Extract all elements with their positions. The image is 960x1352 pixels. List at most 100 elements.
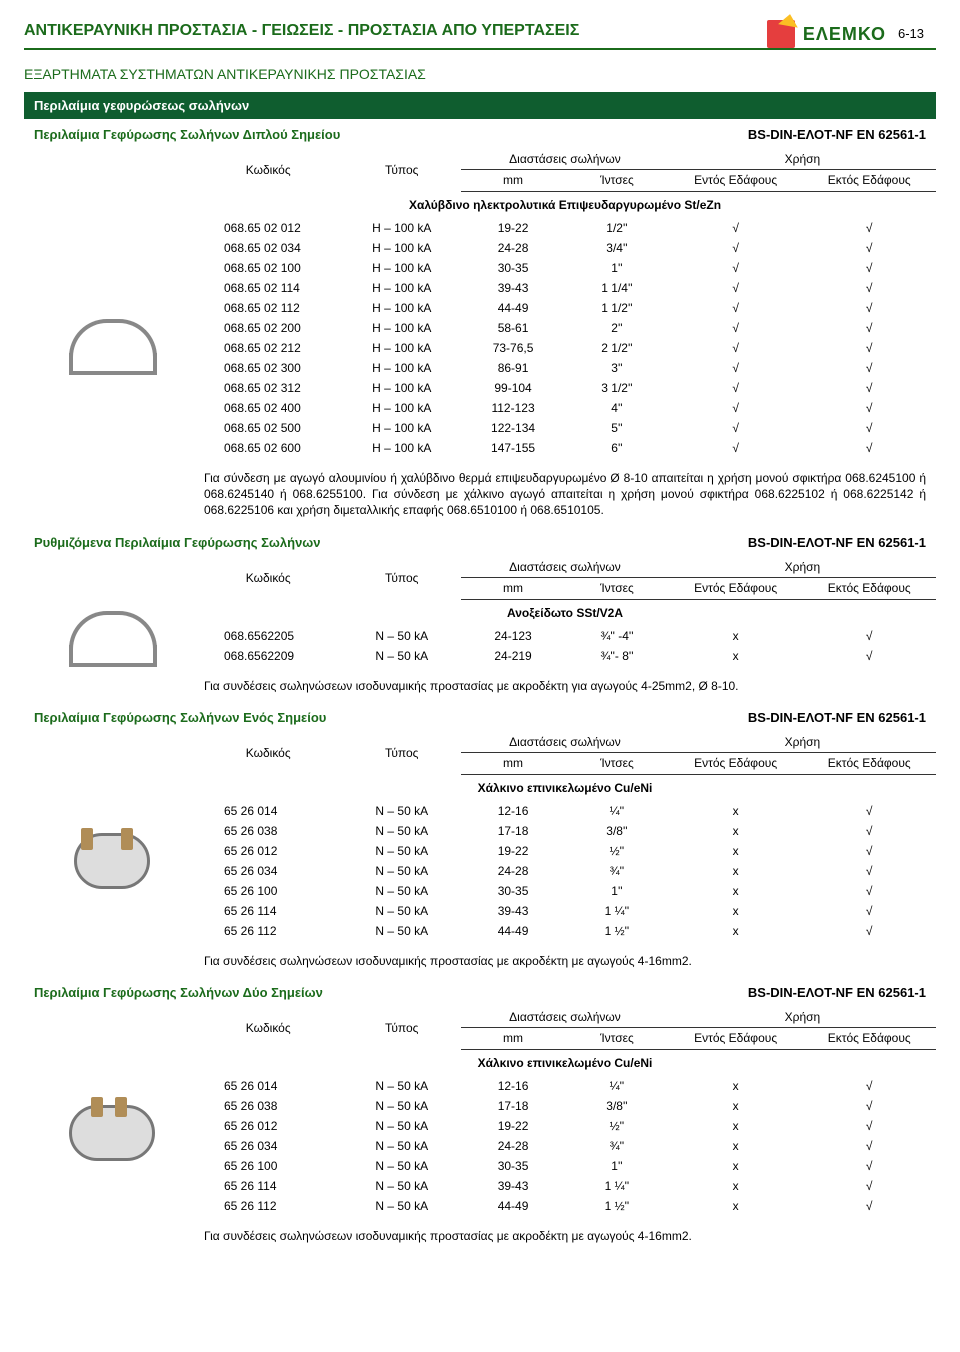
th-outside: Εκτός Εδάφους xyxy=(802,1027,936,1049)
cell-inside: √ xyxy=(669,278,803,298)
cell-mm: 30-35 xyxy=(461,1156,565,1176)
cell-outside: √ xyxy=(802,881,936,901)
thead-group: ΚωδικόςΤύποςΔιαστάσεις σωλήνωνΧρήση xyxy=(194,146,936,170)
table-row: 65 26 114N – 50 kA39-431 ¼''x√ xyxy=(194,1176,936,1196)
table-row: 068.65 02 312H – 100 kA99-1043 1/2''√√ xyxy=(194,378,936,398)
cell-inside: √ xyxy=(669,238,803,258)
thead-group: ΚωδικόςΤύποςΔιαστάσεις σωλήνωνΧρήση xyxy=(194,729,936,753)
cell-outside: √ xyxy=(802,1116,936,1136)
cell-type: H – 100 kA xyxy=(342,218,461,238)
table-row: 068.65 02 600H – 100 kA147-1556''√√ xyxy=(194,438,936,458)
table-wrap: ΚωδικόςΤύποςΔιαστάσεις σωλήνωνΧρήσηmmΊντ… xyxy=(194,554,936,670)
cell-code: 65 26 038 xyxy=(194,1096,342,1116)
cell-mm: 19-22 xyxy=(461,1116,565,1136)
table-row: 068.65 02 200H – 100 kA58-612''√√ xyxy=(194,318,936,338)
cell-outside: √ xyxy=(802,258,936,278)
cell-inches: 1 ½'' xyxy=(565,1196,669,1216)
product-thumb xyxy=(24,729,194,977)
cell-inches: 3'' xyxy=(565,358,669,378)
clamp-icon xyxy=(49,808,169,898)
cell-mm: 17-18 xyxy=(461,821,565,841)
cell-outside: √ xyxy=(802,438,936,458)
table-row: 068.65 02 114H – 100 kA39-431 1/4''√√ xyxy=(194,278,936,298)
header-left: ΑΝΤΙΚΕΡΑΥΝΙΚΗ ΠΡΟΣΤΑΣΙΑ - ΓΕΙΩΣΕΙΣ - ΠΡΟ… xyxy=(24,12,767,46)
table-row: 068.65 02 100H – 100 kA30-351''√√ xyxy=(194,258,936,278)
section-title: Περιλαίμια Γεφύρωσης Σωλήνων Διπλού Σημε… xyxy=(34,127,340,142)
standard-code: BS-DIN-ΕΛΟΤ-NF EN 62561-1 xyxy=(748,985,926,1000)
cell-mm: 24-28 xyxy=(461,861,565,881)
section-note: Για συνδέσεις σωληνώσεων ισοδυναμικής πρ… xyxy=(194,1220,936,1252)
sections-container: Περιλαίμια Γεφύρωσης Σωλήνων Διπλού Σημε… xyxy=(24,119,936,1252)
cell-outside: √ xyxy=(802,338,936,358)
cell-outside: √ xyxy=(802,298,936,318)
section-header-row: Περιλαίμια Γεφύρωσης Σωλήνων Ενός Σημείο… xyxy=(24,702,936,729)
cell-inches: 2 1/2'' xyxy=(565,338,669,358)
cell-inches: 1'' xyxy=(565,1156,669,1176)
spec-table: ΚωδικόςΤύποςΔιαστάσεις σωλήνωνΧρήσηmmΊντ… xyxy=(194,554,936,666)
cell-type: H – 100 kA xyxy=(342,358,461,378)
th-dims: Διαστάσεις σωλήνων xyxy=(461,729,669,753)
cell-code: 068.65 02 100 xyxy=(194,258,342,278)
cell-outside: √ xyxy=(802,1096,936,1116)
th-inches: Ίντσες xyxy=(565,752,669,774)
cell-outside: √ xyxy=(802,901,936,921)
cell-mm: 12-16 xyxy=(461,1076,565,1096)
cell-code: 068.65 02 212 xyxy=(194,338,342,358)
th-code: Κωδικός xyxy=(194,1004,342,1050)
page-subtitle: ΕΞΑΡΤΗΜΑΤΑ ΣΥΣΤΗΜΑΤΩΝ ΑΝΤΙΚΕΡΑΥΝΙΚΗΣ ΠΡΟ… xyxy=(24,60,936,92)
cell-outside: √ xyxy=(802,278,936,298)
th-code: Κωδικός xyxy=(194,554,342,600)
table-wrap: ΚωδικόςΤύποςΔιαστάσεις σωλήνωνΧρήσηmmΊντ… xyxy=(194,1004,936,1220)
cell-code: 068.65 02 400 xyxy=(194,398,342,418)
material-row: Χάλκινο επινικελωμένο Cu/eNi xyxy=(194,1049,936,1076)
cell-mm: 147-155 xyxy=(461,438,565,458)
cell-mm: 44-49 xyxy=(461,298,565,318)
cell-inside: x xyxy=(669,646,803,666)
cell-mm: 44-49 xyxy=(461,1196,565,1216)
cell-mm: 12-16 xyxy=(461,801,565,821)
table-body: 65 26 014N – 50 kA12-16¼''x√65 26 038N –… xyxy=(194,801,936,941)
th-dims: Διαστάσεις σωλήνων xyxy=(461,146,669,170)
table-row: 65 26 038N – 50 kA17-183/8''x√ xyxy=(194,821,936,841)
cell-inches: 1 ½'' xyxy=(565,921,669,941)
cell-mm: 73-76,5 xyxy=(461,338,565,358)
cell-mm: 44-49 xyxy=(461,921,565,941)
cell-inside: √ xyxy=(669,318,803,338)
material-text: Χαλύβδινο ηλεκτρολυτικά Επιψευδαργυρωμέν… xyxy=(194,192,936,219)
cell-mm: 30-35 xyxy=(461,881,565,901)
cell-type: N – 50 kA xyxy=(342,646,461,666)
cell-outside: √ xyxy=(802,861,936,881)
title-rule xyxy=(24,48,936,50)
cell-inches: ¼'' xyxy=(565,801,669,821)
th-inches: Ίντσες xyxy=(565,577,669,599)
cell-type: N – 50 kA xyxy=(342,1136,461,1156)
cell-code: 65 26 112 xyxy=(194,1196,342,1216)
cell-inches: 3/8'' xyxy=(565,1096,669,1116)
section-title: Ρυθμιζόμενα Περιλαίμια Γεφύρωσης Σωλήνων xyxy=(34,535,321,550)
product-thumb xyxy=(24,146,194,527)
cell-inside: √ xyxy=(669,438,803,458)
cell-outside: √ xyxy=(802,1076,936,1096)
cell-inside: x xyxy=(669,821,803,841)
cell-type: N – 50 kA xyxy=(342,881,461,901)
table-row: 068.65 02 500H – 100 kA122-1345''√√ xyxy=(194,418,936,438)
cell-inches: 1'' xyxy=(565,258,669,278)
th-mm: mm xyxy=(461,1027,565,1049)
cell-inside: x xyxy=(669,1196,803,1216)
th-outside: Εκτός Εδάφους xyxy=(802,577,936,599)
cell-type: H – 100 kA xyxy=(342,238,461,258)
cell-code: 65 26 100 xyxy=(194,881,342,901)
material-row: Ανοξείδωτο SSt/V2A xyxy=(194,599,936,626)
table-body: 65 26 014N – 50 kA12-16¼''x√65 26 038N –… xyxy=(194,1076,936,1216)
table-body: 068.6562205N – 50 kA24-123¾'' -4''x√068.… xyxy=(194,626,936,666)
cell-inside: x xyxy=(669,901,803,921)
cell-inside: x xyxy=(669,1136,803,1156)
cell-inches: 6'' xyxy=(565,438,669,458)
spec-table: ΚωδικόςΤύποςΔιαστάσεις σωλήνωνΧρήσηmmΊντ… xyxy=(194,1004,936,1216)
cell-type: N – 50 kA xyxy=(342,801,461,821)
cell-outside: √ xyxy=(802,418,936,438)
table-wrap: ΚωδικόςΤύποςΔιαστάσεις σωλήνωνΧρήσηmmΊντ… xyxy=(194,146,936,462)
cell-code: 068.65 02 200 xyxy=(194,318,342,338)
section-note: Για συνδέσεις σωληνώσεων ισοδυναμικής πρ… xyxy=(194,670,936,702)
cell-inches: 3 1/2'' xyxy=(565,378,669,398)
